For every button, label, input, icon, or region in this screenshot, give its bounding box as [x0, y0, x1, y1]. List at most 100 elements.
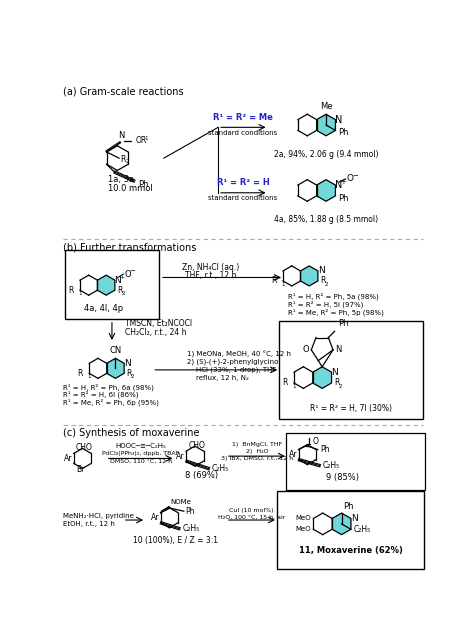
Text: R: R — [334, 379, 339, 388]
Text: O: O — [124, 270, 131, 278]
Text: 2)  H₂O: 2) H₂O — [246, 449, 268, 454]
Text: CH₂Cl₂, r.t., 24 h: CH₂Cl₂, r.t., 24 h — [125, 328, 187, 337]
Text: 2a, 94%, 2.06 g (9.4 mmol): 2a, 94%, 2.06 g (9.4 mmol) — [274, 150, 378, 159]
Text: 10.0 mmol: 10.0 mmol — [108, 184, 153, 193]
Text: (b) Further transformations: (b) Further transformations — [63, 243, 197, 253]
Text: OR: OR — [135, 136, 146, 145]
Text: R¹ = H, R² = Ph, 5a (98%): R¹ = H, R² = Ph, 5a (98%) — [288, 293, 379, 301]
Text: O: O — [346, 175, 353, 184]
Text: CHO: CHO — [76, 443, 93, 452]
Text: R: R — [120, 155, 126, 164]
Text: C₂H₅: C₂H₅ — [322, 461, 340, 470]
Text: N: N — [318, 267, 325, 276]
Text: Ph: Ph — [338, 194, 349, 203]
Text: N: N — [332, 368, 338, 377]
Text: CuI (10 mol%): CuI (10 mol%) — [229, 507, 273, 513]
Text: HCl (33%, 1 drop), THF: HCl (33%, 1 drop), THF — [187, 366, 276, 373]
Text: Ar: Ar — [289, 450, 297, 459]
Text: MeNH₂·HCl, pyridine: MeNH₂·HCl, pyridine — [63, 513, 134, 519]
Text: Ph: Ph — [137, 180, 148, 189]
Text: 1: 1 — [78, 290, 82, 296]
FancyBboxPatch shape — [279, 321, 423, 419]
Text: O: O — [312, 437, 319, 446]
Text: 11, Moxaverine (62%): 11, Moxaverine (62%) — [299, 545, 402, 554]
Polygon shape — [332, 513, 351, 535]
Text: standard conditions: standard conditions — [208, 129, 278, 136]
Text: C₂H₅: C₂H₅ — [353, 525, 371, 534]
Text: C₂H₅: C₂H₅ — [212, 464, 229, 473]
Text: R¹ = R² = H, 5l (97%): R¹ = R² = H, 5l (97%) — [288, 301, 363, 308]
Text: O: O — [302, 345, 309, 354]
Text: N: N — [335, 345, 342, 354]
Text: Ph: Ph — [338, 128, 349, 137]
Text: Zn, NH₄Cl (aq.): Zn, NH₄Cl (aq.) — [182, 263, 239, 272]
Text: N: N — [335, 115, 342, 125]
Polygon shape — [317, 180, 336, 201]
Text: 1: 1 — [145, 136, 148, 140]
Text: 10 (100%), E / Z = 3:1: 10 (100%), E / Z = 3:1 — [133, 536, 218, 545]
Text: 1a, 3a: 1a, 3a — [108, 175, 134, 184]
Text: (a) Gram-scale reactions: (a) Gram-scale reactions — [63, 86, 184, 97]
FancyBboxPatch shape — [285, 433, 425, 490]
Text: 2) (S)-(+)-2-phenylglycinol: 2) (S)-(+)-2-phenylglycinol — [187, 359, 281, 365]
Text: R¹ = R² = H, 7l (30%): R¹ = R² = H, 7l (30%) — [310, 404, 392, 413]
Text: MeO: MeO — [295, 526, 311, 533]
Text: R: R — [127, 369, 132, 378]
Text: H₂O, 100 °C, 15 h, air: H₂O, 100 °C, 15 h, air — [218, 515, 285, 520]
Text: R¹ = R² = H: R¹ = R² = H — [217, 178, 269, 187]
Text: Ph: Ph — [343, 502, 354, 511]
Text: R¹ = R² = H, 6l (86%): R¹ = R² = H, 6l (86%) — [63, 391, 138, 398]
Text: Ph: Ph — [337, 319, 348, 328]
Polygon shape — [313, 367, 332, 388]
Text: Ar: Ar — [64, 454, 73, 463]
Polygon shape — [317, 114, 336, 136]
Text: 2: 2 — [126, 160, 129, 164]
Text: R¹ = H, R² = Ph, 6a (98%): R¹ = H, R² = Ph, 6a (98%) — [63, 383, 154, 390]
Text: −: − — [129, 268, 136, 274]
Text: 2: 2 — [131, 374, 135, 379]
Text: standard conditions: standard conditions — [208, 195, 278, 201]
FancyBboxPatch shape — [277, 491, 424, 569]
Text: R¹ = Me, R² = Ph, 6p (95%): R¹ = Me, R² = Ph, 6p (95%) — [63, 399, 159, 406]
Text: +: + — [119, 274, 125, 279]
Text: (c) Synthesis of moxaverine: (c) Synthesis of moxaverine — [63, 428, 200, 439]
Text: R: R — [320, 276, 326, 285]
Text: 9 (85%): 9 (85%) — [326, 473, 359, 482]
Text: −: − — [353, 173, 358, 179]
Text: 1: 1 — [88, 374, 91, 379]
Text: 2: 2 — [338, 384, 342, 388]
Text: 2: 2 — [122, 290, 125, 296]
Text: N: N — [118, 131, 125, 140]
Text: R: R — [78, 369, 83, 378]
Text: 1) MeONa, MeOH, 40 °C, 12 h: 1) MeONa, MeOH, 40 °C, 12 h — [187, 351, 291, 358]
Polygon shape — [301, 266, 318, 286]
Text: NOMe: NOMe — [171, 499, 191, 505]
Text: Br: Br — [76, 465, 84, 474]
Text: reflux, 12 h, N₂: reflux, 12 h, N₂ — [187, 375, 249, 381]
FancyBboxPatch shape — [64, 250, 159, 319]
Text: Ar: Ar — [176, 451, 185, 460]
Text: THF, r.t., 12 h: THF, r.t., 12 h — [185, 271, 236, 280]
Text: 1: 1 — [282, 281, 285, 287]
Text: EtOH, r.t., 12 h: EtOH, r.t., 12 h — [63, 521, 115, 527]
Text: HOOC─≡─C₂H₅: HOOC─≡─C₂H₅ — [115, 443, 166, 449]
Text: Ph: Ph — [320, 445, 330, 454]
Text: 8 (69%): 8 (69%) — [184, 471, 218, 480]
Text: TMSCN, Et₂NCOCl: TMSCN, Et₂NCOCl — [125, 319, 192, 328]
Text: R: R — [117, 286, 123, 295]
Text: 1)  BnMgCl, THF: 1) BnMgCl, THF — [232, 442, 282, 447]
Text: PdCl₂(PPh₃)₂, dppb, TBAF: PdCl₂(PPh₃)₂, dppb, TBAF — [102, 451, 179, 457]
Text: Ph: Ph — [185, 507, 195, 516]
Text: N: N — [114, 276, 121, 285]
Text: Me: Me — [320, 102, 332, 111]
Polygon shape — [98, 275, 115, 295]
Text: 2: 2 — [325, 281, 328, 287]
Text: 4a, 85%, 1.88 g (8.5 mmol): 4a, 85%, 1.88 g (8.5 mmol) — [274, 215, 378, 224]
Text: CN: CN — [109, 346, 121, 355]
Text: R¹ = Me, R² = Ph, 5p (98%): R¹ = Me, R² = Ph, 5p (98%) — [288, 308, 384, 316]
Text: DMSO, 110 °C, 12 h: DMSO, 110 °C, 12 h — [109, 459, 172, 464]
Text: 4a, 4l, 4p: 4a, 4l, 4p — [84, 304, 123, 313]
Text: Ar: Ar — [151, 513, 159, 522]
Text: +: + — [340, 179, 346, 185]
Text: R: R — [283, 379, 288, 388]
